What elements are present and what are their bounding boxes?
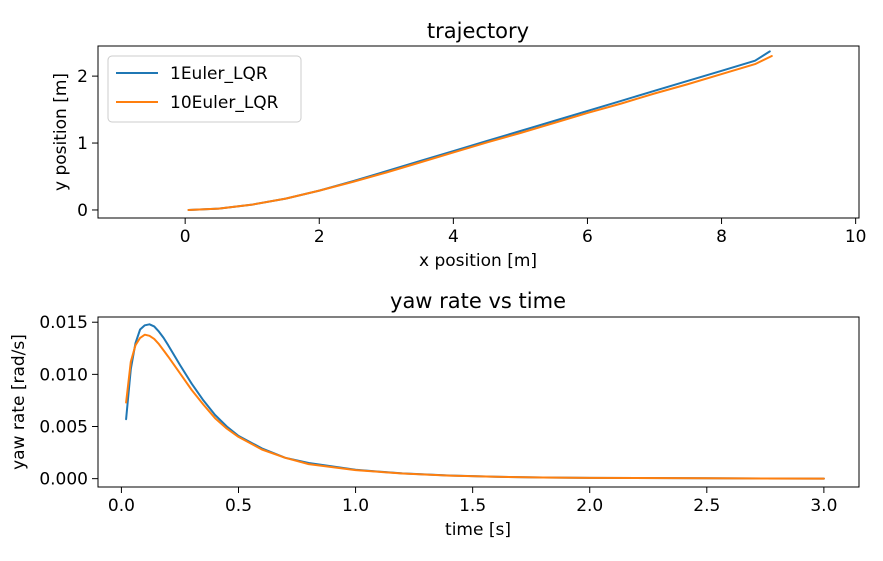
chart-title: trajectory	[427, 19, 529, 43]
x-tick-label: 8	[716, 227, 727, 247]
legend-label-10euler-lqr: 10Euler_LQR	[170, 93, 279, 113]
yaw-rate-chart: yaw rate vs time 0.0 0.5 1.0 1.5 2.0 2.5 3.0 0…	[9, 289, 860, 540]
plot-area	[97, 316, 860, 488]
series-line-10euler-lqr	[187, 55, 773, 211]
x-tick-label: 0	[180, 227, 191, 247]
y-axis: 0 1 2	[77, 67, 98, 221]
y-tick-label: 2	[77, 67, 88, 87]
x-tick-label: 3.0	[810, 496, 837, 516]
y-axis-label: y position [m]	[51, 73, 71, 191]
x-tick-label: 2.5	[693, 496, 720, 516]
plot-area	[97, 45, 860, 219]
y-tick-label: 0.015	[39, 313, 88, 333]
y-tick-label: 0.010	[39, 365, 88, 385]
x-tick-label: 2.0	[576, 496, 603, 516]
series-layer	[125, 323, 825, 480]
y-tick-label: 0.005	[39, 418, 88, 438]
x-tick-label: 2	[314, 227, 325, 247]
legend: 1Euler_LQR 10Euler_LQR	[107, 55, 302, 123]
x-tick-label: 0.5	[225, 496, 252, 516]
x-axis: 0.0 0.5 1.0 1.5 2.0 2.5 3.0	[108, 487, 837, 516]
x-axis-label: time [s]	[445, 520, 511, 540]
y-axis: 0.000 0.005 0.010 0.015	[39, 313, 98, 490]
x-tick-label: 1.5	[459, 496, 486, 516]
x-tick-label: 0.0	[108, 496, 135, 516]
y-axis-label: yaw rate [rad/s]	[9, 334, 29, 470]
chart-title: yaw rate vs time	[390, 289, 566, 313]
x-tick-label: 1.0	[342, 496, 369, 516]
series-layer	[187, 50, 773, 211]
trajectory-chart: trajectory 0 2 4 6 8 10 0 1 2 x position [m] y …	[51, 19, 866, 271]
x-tick-label: 6	[582, 227, 593, 247]
legend-label-1euler-lqr: 1Euler_LQR	[170, 64, 268, 84]
x-tick-label: 10	[845, 227, 867, 247]
y-tick-label: 0	[77, 201, 88, 221]
y-tick-label: 0.000	[39, 470, 88, 490]
series-line-10euler-lqr	[125, 333, 825, 480]
y-tick-label: 1	[77, 134, 88, 154]
x-tick-label: 4	[448, 227, 459, 247]
x-axis-label: x position [m]	[419, 251, 537, 271]
x-axis: 0 2 4 6 8 10	[180, 218, 867, 247]
